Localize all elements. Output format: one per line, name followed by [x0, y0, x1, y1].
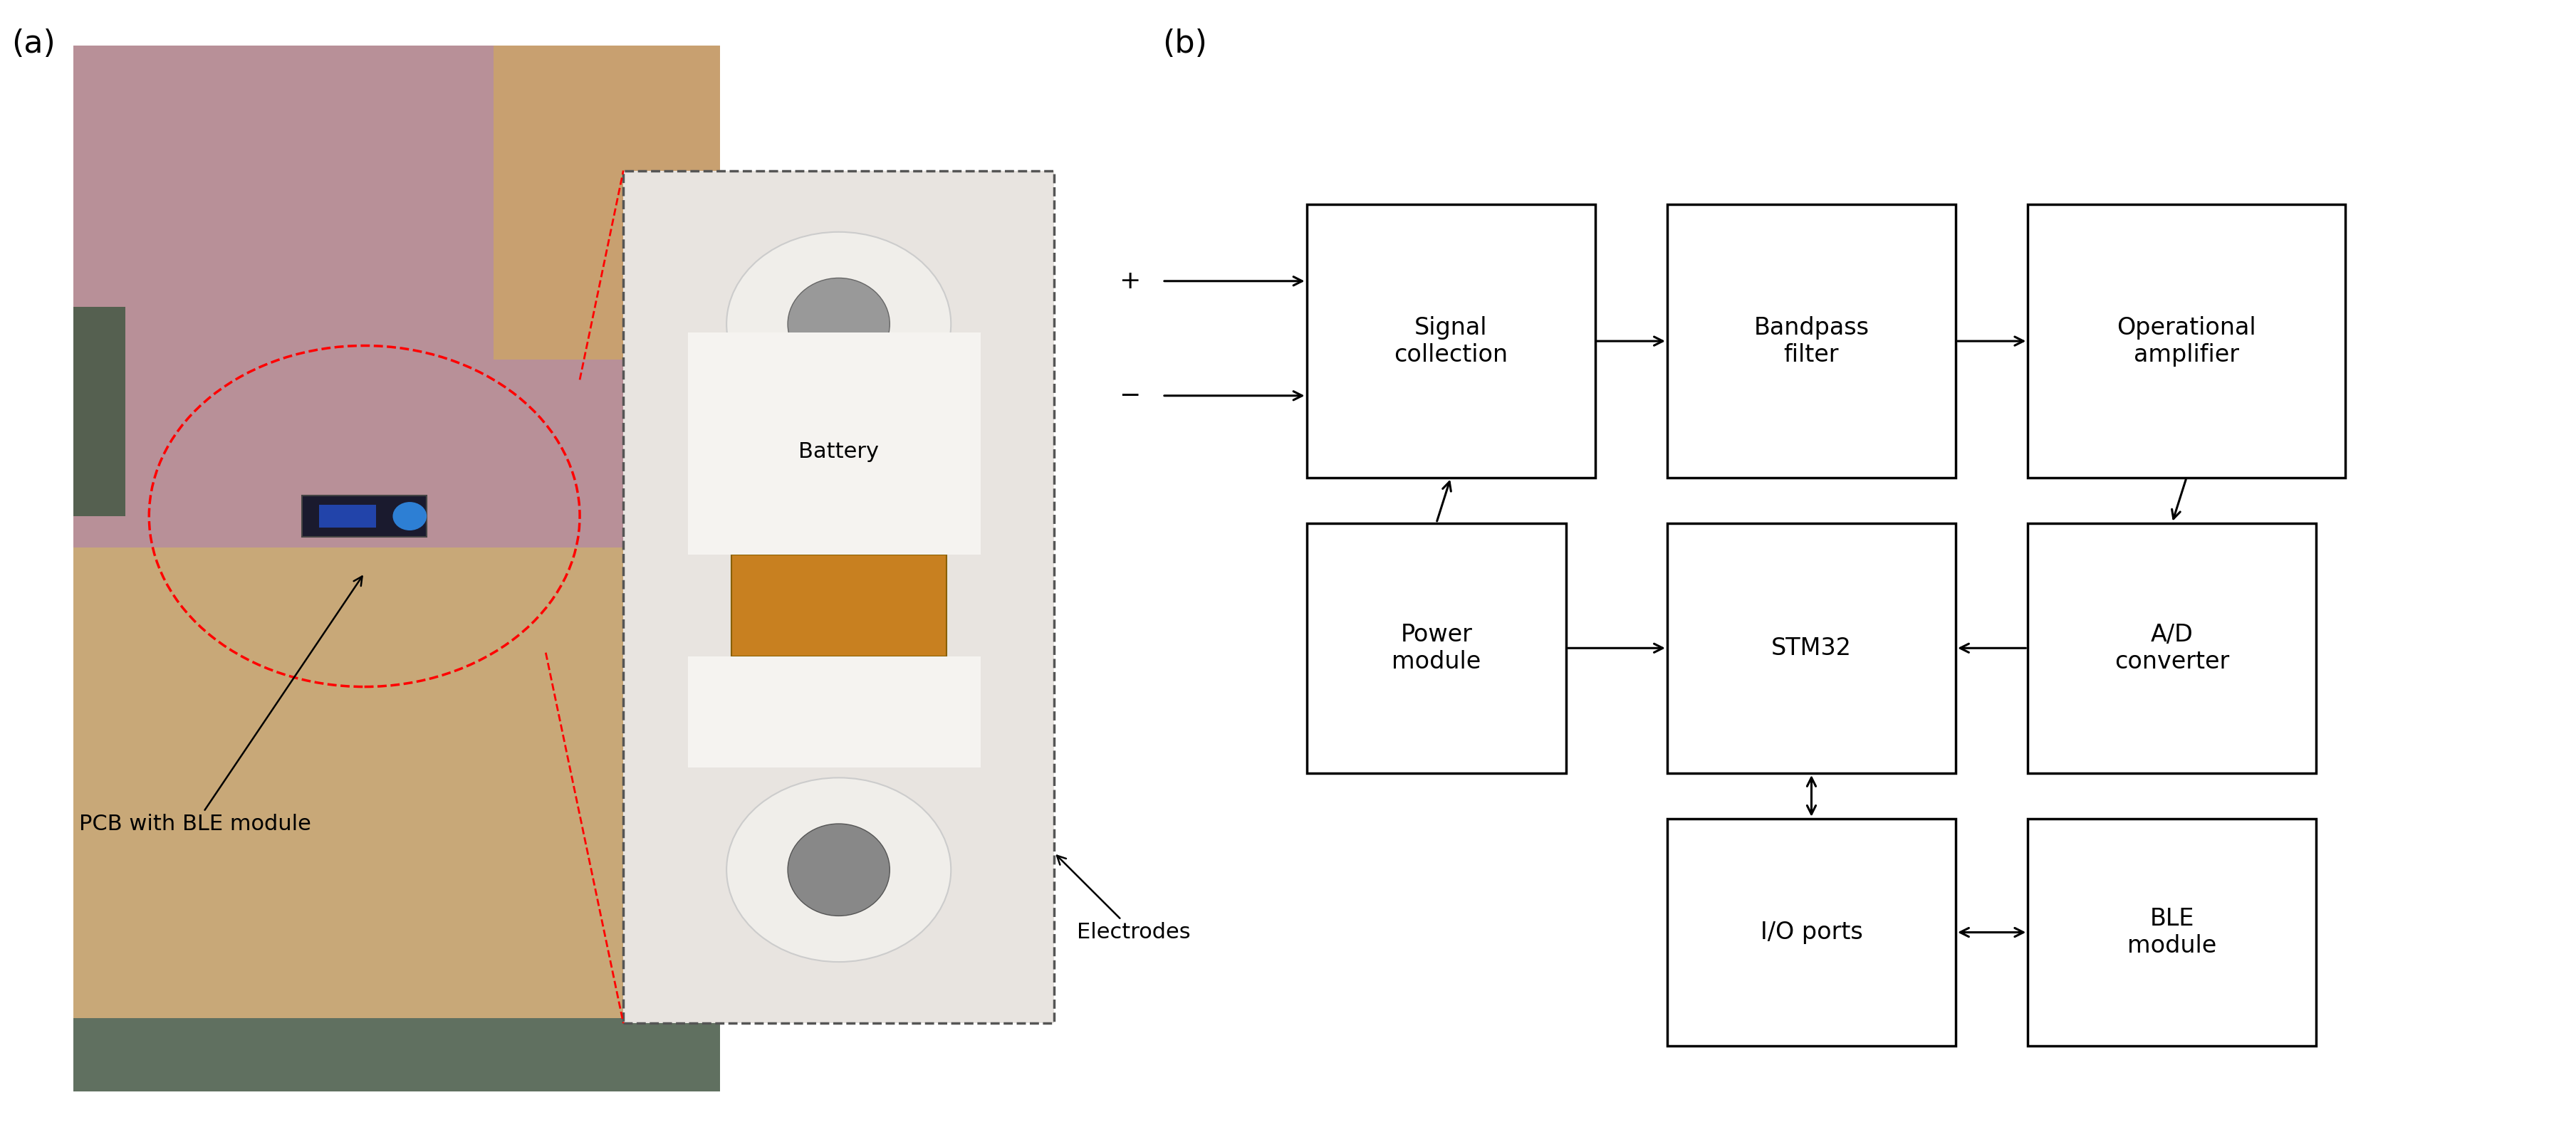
Ellipse shape [788, 823, 889, 916]
FancyBboxPatch shape [1306, 205, 1595, 478]
FancyBboxPatch shape [75, 45, 719, 548]
Text: BLE
module: BLE module [2128, 907, 2218, 957]
Text: Electrodes: Electrodes [1056, 855, 1190, 943]
FancyBboxPatch shape [301, 496, 428, 537]
FancyBboxPatch shape [688, 332, 981, 554]
Text: +: + [1118, 269, 1141, 293]
Text: Power
module: Power module [1391, 623, 1481, 673]
FancyBboxPatch shape [2027, 205, 2344, 478]
FancyBboxPatch shape [623, 171, 1054, 1023]
Text: Battery: Battery [799, 441, 878, 463]
Text: I/O ports: I/O ports [1759, 921, 1862, 944]
Ellipse shape [788, 279, 889, 371]
Text: Bandpass
filter: Bandpass filter [1754, 316, 1870, 366]
FancyBboxPatch shape [1667, 523, 1955, 773]
FancyBboxPatch shape [75, 307, 126, 516]
FancyBboxPatch shape [2027, 819, 2316, 1046]
FancyBboxPatch shape [2027, 523, 2316, 773]
FancyBboxPatch shape [319, 505, 376, 528]
Ellipse shape [726, 778, 951, 962]
FancyBboxPatch shape [1667, 819, 1955, 1046]
FancyBboxPatch shape [688, 657, 981, 767]
Text: A/D
converter: A/D converter [2115, 623, 2228, 673]
FancyBboxPatch shape [75, 45, 719, 1092]
Ellipse shape [392, 501, 428, 530]
Text: Operational
amplifier: Operational amplifier [2117, 316, 2257, 366]
Text: STM32: STM32 [1772, 637, 1852, 659]
Text: PCB with BLE module: PCB with BLE module [80, 576, 363, 835]
FancyBboxPatch shape [732, 555, 945, 657]
Text: −: − [1118, 383, 1141, 408]
Ellipse shape [726, 232, 951, 416]
FancyBboxPatch shape [1667, 205, 1955, 478]
Text: Signal
collection: Signal collection [1394, 316, 1507, 366]
FancyBboxPatch shape [75, 1019, 719, 1092]
FancyBboxPatch shape [495, 45, 719, 359]
FancyBboxPatch shape [1306, 523, 1566, 773]
Text: (a): (a) [10, 28, 54, 59]
Text: (b): (b) [1162, 28, 1208, 59]
